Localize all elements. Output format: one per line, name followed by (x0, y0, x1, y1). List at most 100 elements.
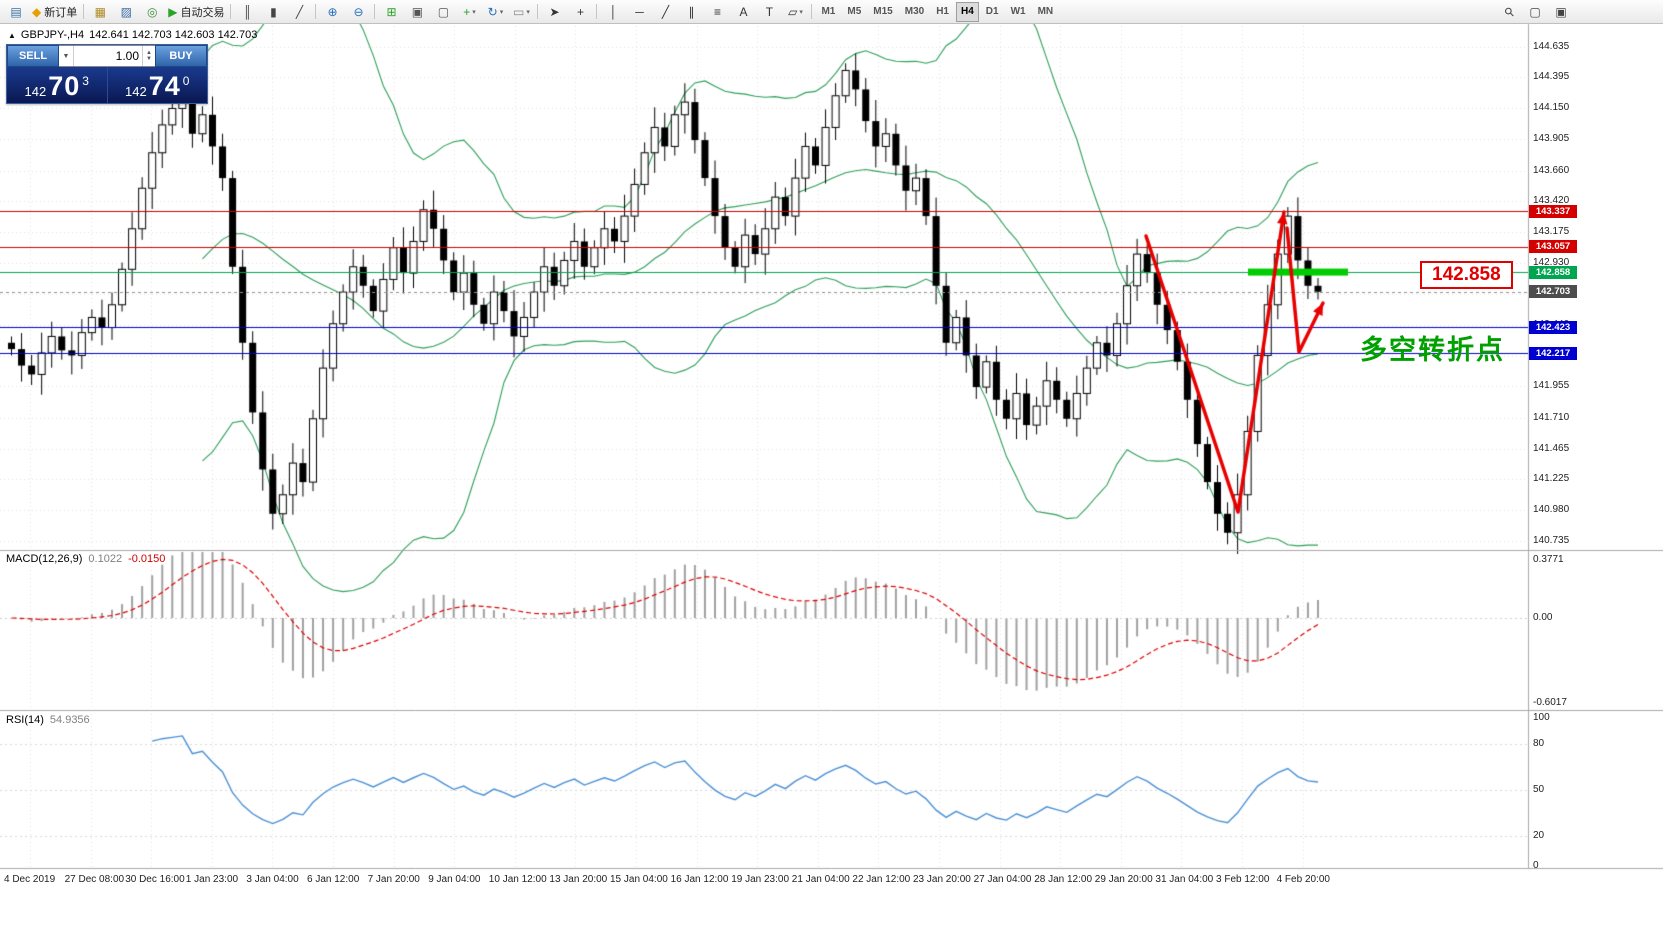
buy-price-sup: 0 (182, 74, 190, 88)
macd-label: MACD(12,26,9) 0.1022 -0.0150 (6, 553, 165, 565)
symbol-ohlc: 142.641 142.703 142.603 142.703 (89, 29, 258, 41)
zoom-in-icon[interactable]: ⊕ (319, 1, 345, 23)
windows-icon: ▣ (1555, 4, 1567, 19)
line-chart-type-icon: ╱ (295, 4, 304, 19)
windows-icon[interactable]: ▣ (1548, 1, 1574, 23)
sell-price[interactable]: 142 70 3 (7, 67, 108, 103)
buy-price[interactable]: 142 74 0 (108, 67, 208, 103)
macd-value: 0.1022 (88, 553, 123, 565)
autotrade-button: ▶ (168, 4, 178, 19)
timeframe-h1[interactable]: H1 (936, 6, 949, 17)
channel-tool-icon[interactable]: ∥ (678, 1, 704, 23)
navigator-icon: ◎ (146, 4, 158, 19)
profiles-icon[interactable]: ↻ ▾ (482, 1, 508, 23)
buy-button[interactable]: BUY (155, 45, 207, 67)
autotrade-button-label: 自动交易 (180, 6, 225, 19)
one-click-collapse-icon[interactable]: ▲ (8, 30, 16, 40)
macd-name: MACD(12,26,9) (6, 553, 83, 565)
chart-window-icon: ▤ (10, 4, 22, 19)
fullscreen-icon[interactable]: ▢ (1522, 1, 1548, 23)
volume-dropdown-icon[interactable]: ▼ (59, 46, 74, 66)
volume-stepper[interactable]: ▲ ▼ (142, 46, 155, 66)
tile-windows-icon: ⊞ (386, 4, 397, 19)
navigator-icon[interactable]: ◎ (139, 1, 165, 23)
data-window-icon: ▨ (120, 4, 132, 19)
shapes-tool-icon-dropdown-icon[interactable]: ▾ (799, 8, 803, 16)
zoom-out-icon[interactable]: ⊖ (345, 1, 371, 23)
cursor-icon[interactable]: ➤ (541, 1, 567, 23)
timeframe-mn[interactable]: MN (1037, 6, 1054, 17)
label-tool-icon: T (765, 4, 774, 19)
toolbar: ▤ ◆ 新订单 ▦ ▨ ◎ ▶ 自动交易 ║ ▮ ╱ ⊕ ⊖ ⊞ ▣ ▢ + ▾ ↻ ▾ ▭ ▾ ➤ + │ ─ ╱ ∥ ≡ A T ▱ ▾ M1… (0, 0, 1663, 24)
data-window-icon[interactable]: ▨ (113, 1, 139, 23)
tile-windows-icon[interactable]: ⊞ (378, 1, 404, 23)
trendline-tool-icon: ╱ (661, 4, 670, 19)
search-icon: ⚲ (1500, 3, 1518, 20)
vline-tool-icon: │ (609, 4, 618, 19)
symbol-title: GBPJPY-,H4 (20, 29, 85, 41)
cascade-windows-icon[interactable]: ▢ (430, 1, 456, 23)
new-chart-icon[interactable]: + ▾ (456, 1, 482, 23)
crosshair-icon[interactable]: + (567, 1, 593, 23)
fibo-tool-icon: ≡ (713, 4, 721, 19)
timeframe-m1[interactable]: M1 (821, 6, 836, 17)
template-icon: ▭ (513, 4, 525, 19)
timeframe-h4[interactable]: H4 (955, 1, 979, 22)
toolbar-separator (315, 4, 317, 19)
timeframe-m5[interactable]: M5 (847, 6, 862, 17)
rsi-name: RSI(14) (6, 714, 44, 726)
sell-price-big: 70 (48, 71, 81, 101)
sell-button[interactable]: SELL (7, 45, 59, 67)
new-order-button: ◆ (32, 4, 42, 19)
market-watch-icon[interactable]: ▦ (87, 1, 113, 23)
toolbar-separator (811, 4, 813, 19)
cursor-icon: ➤ (549, 4, 560, 19)
toolbar-separator (374, 4, 376, 19)
new-order-button-label: 新订单 (44, 6, 78, 19)
one-click-trade-panel: SELL ▼ 1.00 ▲ ▼ BUY 142 70 3 142 74 0 (6, 44, 208, 104)
turning-point-note[interactable]: 多空转折点 (1360, 335, 1505, 365)
line-chart-type-icon[interactable]: ╱ (286, 1, 312, 23)
profiles-icon: ↻ (487, 4, 498, 19)
search-icon[interactable]: ⚲ (1496, 1, 1522, 23)
shapes-tool-icon[interactable]: ▱ ▾ (782, 1, 808, 23)
new-chart-icon: + (463, 4, 471, 19)
trendline-tool-icon[interactable]: ╱ (652, 1, 678, 23)
timeframe-m30[interactable]: M30 (904, 6, 925, 17)
text-tool-icon: A (739, 4, 748, 19)
autotrade-button[interactable]: ▶ 自动交易 (165, 1, 227, 23)
bar-chart-type-icon[interactable]: ║ (234, 1, 260, 23)
arrange-windows-icon: ▣ (411, 4, 424, 19)
hline-tool-icon: ─ (635, 4, 644, 19)
text-tool-icon[interactable]: A (730, 1, 756, 23)
volume-value[interactable]: 1.00 (115, 49, 139, 63)
timeframe-w1[interactable]: W1 (1010, 6, 1026, 17)
timeframe-d1[interactable]: D1 (985, 6, 999, 17)
new-order-button[interactable]: ◆ 新订单 (29, 1, 80, 23)
symbol-info-line: ▲ GBPJPY-,H4 142.641 142.703 142.603 142… (8, 29, 257, 41)
volume-field[interactable]: ▼ 1.00 ▲ ▼ (59, 45, 155, 67)
timeframe-m15[interactable]: M15 (873, 6, 893, 17)
key-price-callout[interactable]: 142.858 (1420, 261, 1513, 289)
vline-tool-icon[interactable]: │ (600, 1, 626, 23)
sell-price-main: 142 (24, 84, 47, 99)
buy-price-main: 142 (125, 84, 147, 99)
fibo-tool-icon[interactable]: ≡ (704, 1, 730, 23)
chart-window-icon[interactable]: ▤ (3, 1, 29, 23)
template-icon-dropdown-icon[interactable]: ▾ (526, 8, 530, 16)
crosshair-icon: + (576, 4, 584, 19)
new-chart-icon-dropdown-icon[interactable]: ▾ (472, 8, 476, 16)
profiles-icon-dropdown-icon[interactable]: ▾ (499, 8, 504, 16)
toolbar-separator (230, 4, 232, 19)
shapes-tool-icon: ▱ (788, 4, 798, 19)
template-icon[interactable]: ▭ ▾ (508, 1, 534, 23)
toolbar-separator (596, 4, 598, 19)
arrange-windows-icon[interactable]: ▣ (404, 1, 430, 23)
zoom-in-icon: ⊕ (327, 4, 338, 19)
hline-tool-icon[interactable]: ─ (626, 1, 652, 23)
candles-chart-type-icon[interactable]: ▮ (260, 1, 286, 23)
label-tool-icon[interactable]: T (756, 1, 782, 23)
market-watch-icon: ▦ (94, 4, 106, 19)
